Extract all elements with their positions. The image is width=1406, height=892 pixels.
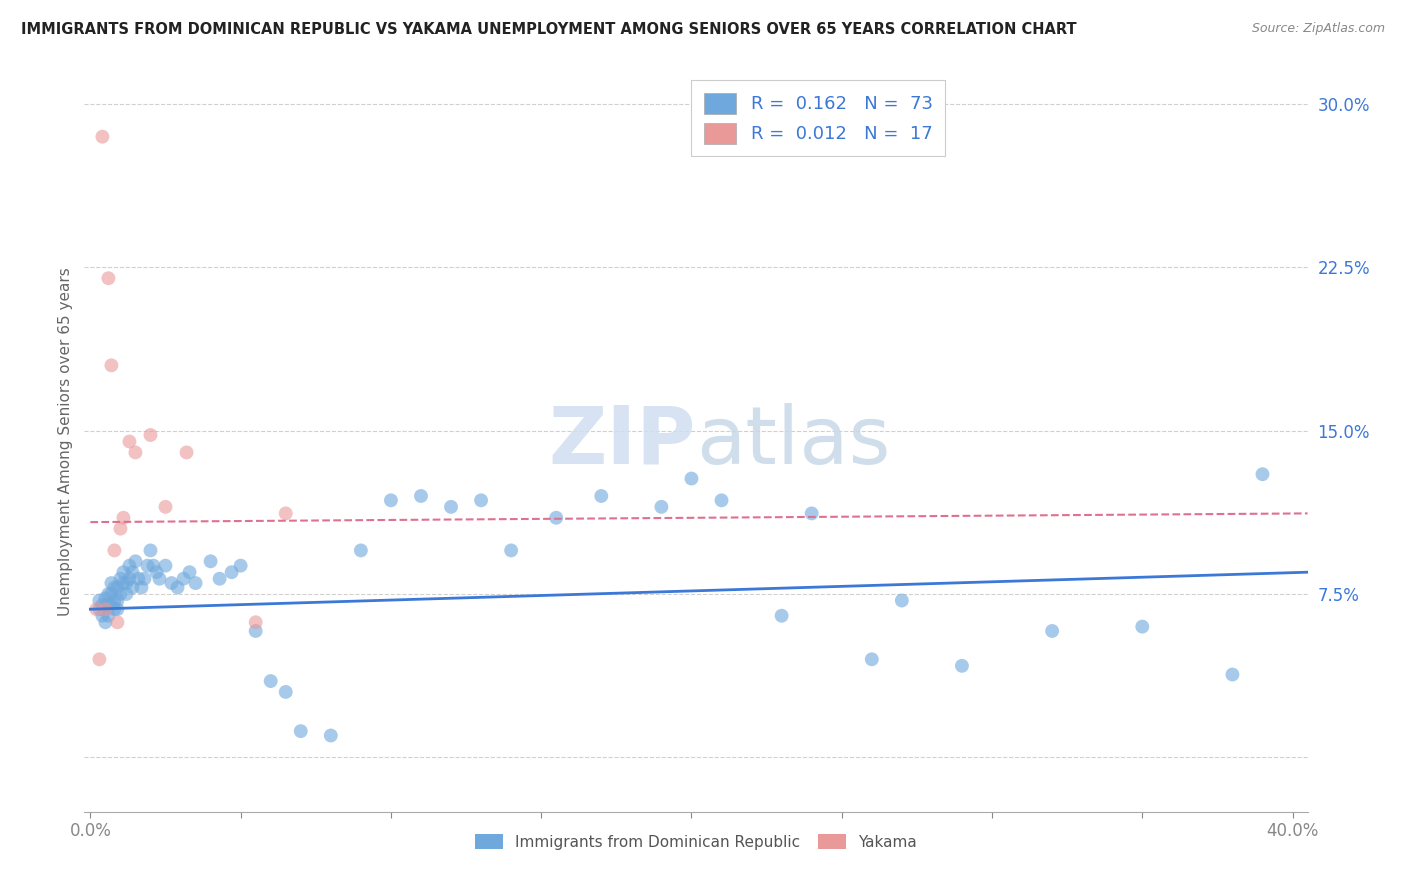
Point xyxy=(97,271,120,285)
Point xyxy=(100,598,122,612)
Point xyxy=(166,581,188,595)
Point xyxy=(245,615,267,630)
Point xyxy=(591,489,613,503)
Legend: Immigrants from Dominican Republic, Yakama: Immigrants from Dominican Republic, Yaka… xyxy=(470,828,922,856)
Point xyxy=(136,558,159,573)
Point xyxy=(409,489,432,503)
Point xyxy=(107,602,129,616)
Point xyxy=(124,445,146,459)
Point xyxy=(770,608,793,623)
Point xyxy=(148,572,170,586)
Point xyxy=(260,674,283,689)
Point xyxy=(112,565,135,579)
Point xyxy=(112,576,135,591)
Text: ZIP: ZIP xyxy=(548,402,696,481)
Point xyxy=(103,543,125,558)
Point xyxy=(179,565,201,579)
Point xyxy=(89,652,111,666)
Point xyxy=(546,510,568,524)
Point xyxy=(860,652,883,666)
Point xyxy=(710,493,733,508)
Point xyxy=(86,602,108,616)
Point xyxy=(221,565,243,579)
Point xyxy=(115,576,138,591)
Point xyxy=(173,572,195,586)
Point xyxy=(155,558,177,573)
Point xyxy=(97,598,120,612)
Point xyxy=(1222,667,1244,681)
Point xyxy=(440,500,463,514)
Point xyxy=(184,576,207,591)
Point xyxy=(94,591,117,606)
Point xyxy=(155,500,177,514)
Point xyxy=(91,129,114,144)
Point xyxy=(1040,624,1063,638)
Point xyxy=(94,602,117,616)
Point xyxy=(139,543,162,558)
Point xyxy=(94,602,117,616)
Point xyxy=(100,587,122,601)
Point xyxy=(103,581,125,595)
Point xyxy=(121,581,143,595)
Point xyxy=(1130,619,1153,633)
Point xyxy=(1251,467,1274,482)
Point xyxy=(131,581,153,595)
Point xyxy=(290,724,312,739)
Point xyxy=(681,472,703,486)
Point xyxy=(229,558,252,573)
Point xyxy=(110,522,132,536)
Point xyxy=(107,615,129,630)
Point xyxy=(501,543,523,558)
Point xyxy=(650,500,672,514)
Point xyxy=(94,615,117,630)
Point xyxy=(118,572,141,586)
Point xyxy=(127,572,149,586)
Point xyxy=(112,510,135,524)
Point xyxy=(97,608,120,623)
Point xyxy=(89,602,111,616)
Point xyxy=(103,602,125,616)
Point xyxy=(145,565,167,579)
Y-axis label: Unemployment Among Seniors over 65 years: Unemployment Among Seniors over 65 years xyxy=(58,268,73,615)
Point xyxy=(890,593,912,607)
Point xyxy=(176,445,198,459)
Point xyxy=(160,576,183,591)
Point xyxy=(91,598,114,612)
Point xyxy=(470,493,492,508)
Point xyxy=(115,587,138,601)
Point xyxy=(274,507,297,521)
Text: atlas: atlas xyxy=(696,402,890,481)
Point xyxy=(134,572,156,586)
Text: IMMIGRANTS FROM DOMINICAN REPUBLIC VS YAKAMA UNEMPLOYMENT AMONG SENIORS OVER 65 : IMMIGRANTS FROM DOMINICAN REPUBLIC VS YA… xyxy=(21,22,1077,37)
Point xyxy=(800,507,823,521)
Point xyxy=(200,554,222,568)
Point xyxy=(89,593,111,607)
Point xyxy=(110,572,132,586)
Point xyxy=(319,729,342,743)
Point xyxy=(100,359,122,373)
Point xyxy=(274,685,297,699)
Point xyxy=(142,558,165,573)
Point xyxy=(107,593,129,607)
Point xyxy=(245,624,267,638)
Point xyxy=(118,558,141,573)
Point xyxy=(103,593,125,607)
Point xyxy=(121,565,143,579)
Point xyxy=(107,581,129,595)
Point xyxy=(139,428,162,442)
Point xyxy=(110,587,132,601)
Point xyxy=(118,434,141,449)
Point xyxy=(950,658,973,673)
Point xyxy=(350,543,373,558)
Text: Source: ZipAtlas.com: Source: ZipAtlas.com xyxy=(1251,22,1385,36)
Point xyxy=(91,608,114,623)
Point xyxy=(100,576,122,591)
Point xyxy=(124,554,146,568)
Point xyxy=(380,493,402,508)
Point xyxy=(208,572,231,586)
Point xyxy=(97,587,120,601)
